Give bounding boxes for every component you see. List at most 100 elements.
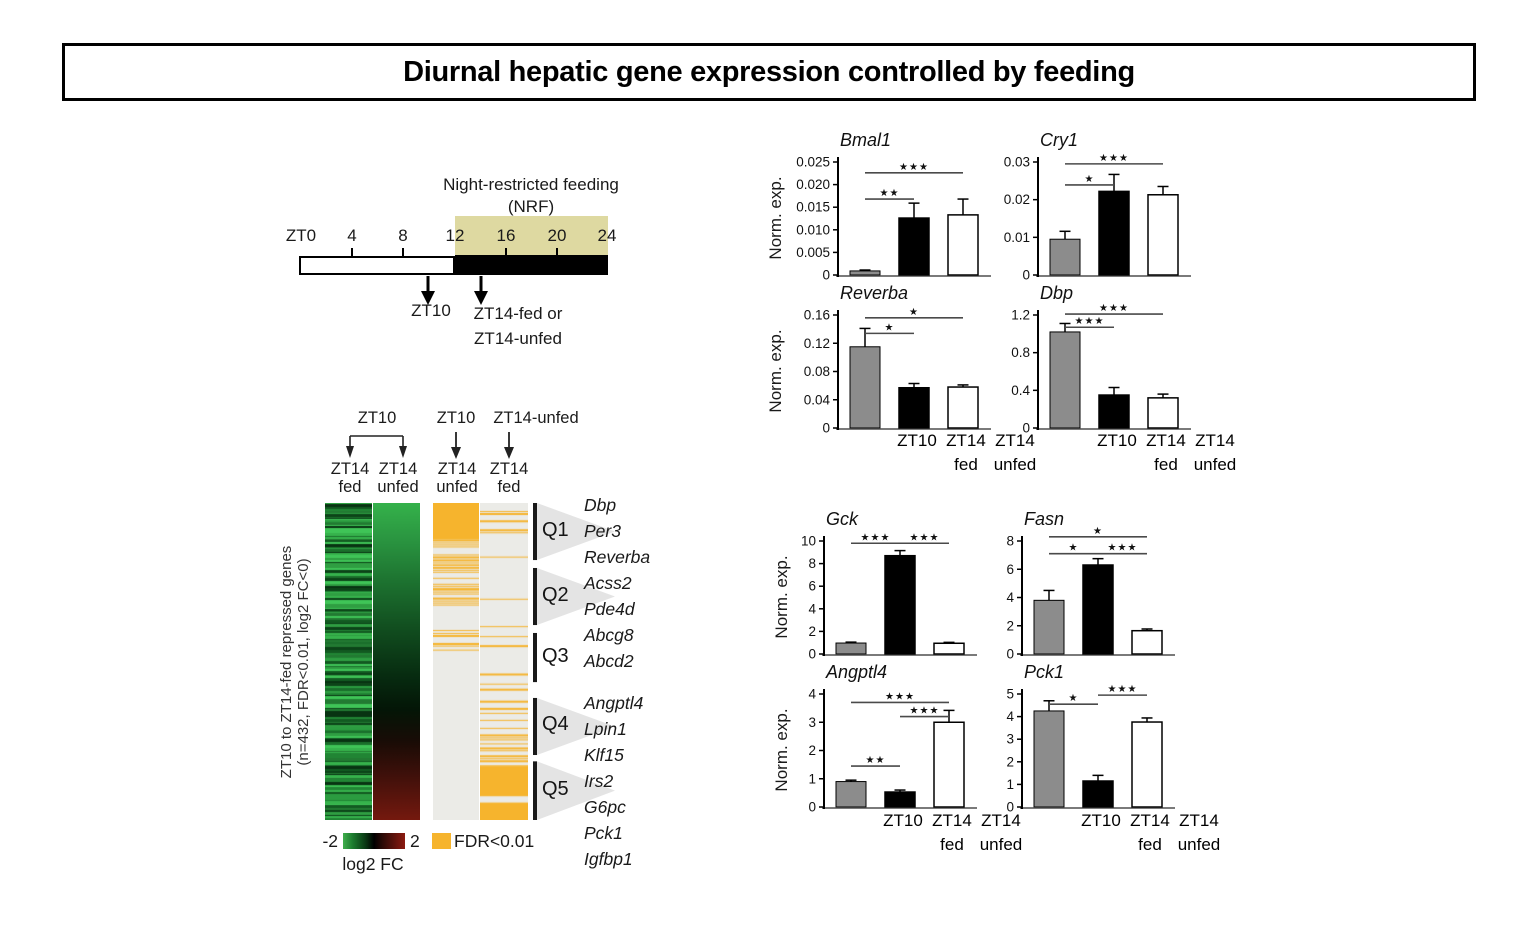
gene-label-Angptl4: Angptl4 xyxy=(584,693,644,713)
xcategory-label: ZT14 xyxy=(1195,431,1235,450)
heatmap-top-label-zt10-a: ZT10 xyxy=(357,409,397,427)
svg-text:2: 2 xyxy=(1006,754,1014,769)
svg-text:★: ★ xyxy=(1093,526,1103,537)
svg-text:★★: ★★ xyxy=(880,188,900,199)
nrf-label-line1: Night-restricted feeding xyxy=(443,175,619,194)
gene-label-Pde4d: Pde4d xyxy=(584,599,635,619)
svg-text:★★★: ★★★ xyxy=(1099,303,1129,314)
chart-title: Dbp xyxy=(1040,283,1074,303)
chart-fasn: Fasn 8 6 4 2 0 ★ ★★★ ★ xyxy=(970,509,1180,671)
zt10-arrow-icon xyxy=(421,276,435,305)
timeline-zt14-line2: ZT14-unfed xyxy=(474,329,562,348)
xcategory-label: ZT14 xyxy=(995,431,1035,450)
heatmap-top-label-zt10-b: ZT10 xyxy=(436,409,476,427)
heatmap-column-unfed-log2fc xyxy=(373,503,420,820)
gene-label-Pck1: Pck1 xyxy=(584,823,623,843)
svg-text:★★★: ★★★ xyxy=(1099,153,1129,164)
svg-text:0.04: 0.04 xyxy=(804,392,831,407)
chart-reverba-plot: 0.16 0.12 0.08 0.04 0 ★ ★ xyxy=(804,307,991,436)
svg-text:0.010: 0.010 xyxy=(796,222,830,237)
xcategory-label: ZT14 xyxy=(1179,811,1219,830)
heatmap-column-fed-log2fc xyxy=(325,503,372,820)
xcategory-label: ZT14 xyxy=(1130,811,1170,830)
down-arrow-icon xyxy=(451,432,461,459)
gene-label-Klf15: Klf15 xyxy=(584,745,624,765)
legend-log2fc-label: log2 FC xyxy=(342,854,404,874)
fdr-legend-swatch xyxy=(432,833,451,849)
chart-reverba: Reverba 0.16 0.12 0.08 0.04 0 ★ ★ xyxy=(786,283,996,445)
cluster-label-Q5: Q5 xyxy=(542,777,569,800)
xcategory-sublabel: fed xyxy=(954,455,978,474)
svg-text:4: 4 xyxy=(808,687,816,702)
svg-text:1: 1 xyxy=(808,771,816,786)
svg-text:8: 8 xyxy=(1006,534,1014,549)
svg-text:10: 10 xyxy=(801,534,816,549)
gene-label-Lpin1: Lpin1 xyxy=(584,719,627,739)
chart-title: Gck xyxy=(826,509,859,529)
cluster-label-Q3: Q3 xyxy=(542,644,569,667)
svg-text:★★★: ★★★ xyxy=(1108,543,1138,554)
xcategory-label: ZT10 xyxy=(897,431,937,450)
svg-text:4: 4 xyxy=(1006,709,1014,724)
timeline-tick-zt0: ZT0 xyxy=(285,226,317,245)
svg-text:★: ★ xyxy=(1069,693,1079,704)
svg-text:0.020: 0.020 xyxy=(796,177,830,192)
gene-label-Reverba: Reverba xyxy=(584,547,651,567)
svg-text:0.005: 0.005 xyxy=(796,245,830,260)
timeline-zt10-label: ZT10 xyxy=(411,301,451,320)
svg-text:★★★: ★★★ xyxy=(899,162,929,173)
yaxis-label-row1: Norm. exp. xyxy=(766,176,785,260)
svg-text:0: 0 xyxy=(1006,647,1014,662)
timeline-tick-24: 24 xyxy=(597,226,617,245)
svg-text:0: 0 xyxy=(822,421,830,436)
svg-text:0.12: 0.12 xyxy=(804,336,830,351)
svg-text:0.8: 0.8 xyxy=(1011,345,1030,360)
xcategory-label: ZT10 xyxy=(1081,811,1121,830)
svg-text:★★★: ★★★ xyxy=(1075,316,1105,327)
timeline-tickmark-16 xyxy=(505,248,507,256)
chart-cry1: Cry1 0.03 0.02 0.01 0 ★ ★★★ xyxy=(986,130,1196,292)
chart-gck: Gck 10 8 6 4 2 0 ★★★ ★★★ xyxy=(772,509,982,671)
svg-text:2: 2 xyxy=(1006,618,1014,633)
svg-text:8: 8 xyxy=(808,556,816,571)
gene-label-Acss2: Acss2 xyxy=(584,573,632,593)
timeline-tickmark-8 xyxy=(402,248,404,256)
legend-min: -2 xyxy=(322,831,338,851)
svg-text:0.16: 0.16 xyxy=(804,308,830,323)
xaxis-labels-row2-right: ZT10 ZT14 ZT14 fed unfed xyxy=(1038,431,1248,481)
heatmap-column-unfed-fdr xyxy=(433,503,479,820)
cluster-bars-wedges xyxy=(533,503,615,820)
chart-dbp: Dbp 1.2 0.8 0.4 0 ★★★ ★★★ xyxy=(986,283,1196,445)
gene-label-Abcg8: Abcg8 xyxy=(584,625,634,645)
heatmap-side-label-line2: (n=432, FDR<0.01, log2 FC<0) xyxy=(295,558,312,766)
gene-label-Dbp: Dbp xyxy=(584,495,617,515)
svg-text:★★★: ★★★ xyxy=(910,532,940,543)
svg-text:★★: ★★ xyxy=(866,755,886,766)
heatmap-side-label-line1: ZT10 to ZT14-fed repressed genes xyxy=(278,545,295,779)
svg-text:0: 0 xyxy=(1022,421,1030,436)
chart-cry1-plot: 0.030.020.010★★★★ xyxy=(1004,153,1191,283)
bracket-arrows-icon xyxy=(346,435,407,458)
svg-text:0: 0 xyxy=(1022,268,1030,283)
nrf-highlight-box xyxy=(455,216,608,256)
svg-text:2: 2 xyxy=(808,743,816,758)
nrf-label-line2: (NRF) xyxy=(507,197,555,216)
svg-text:5: 5 xyxy=(1006,687,1014,702)
chart-angptl4: Angptl4 4 3 2 1 0 ★★ ★★★ ★★★ xyxy=(772,662,982,824)
svg-text:0: 0 xyxy=(822,268,830,283)
down-arrow-icon xyxy=(504,432,514,459)
svg-text:0: 0 xyxy=(808,800,816,815)
xcategory-sublabel: unfed xyxy=(1193,455,1237,474)
chart-pck1: Pck1 5 4 3 2 1 0 ★ ★★★ xyxy=(970,662,1180,824)
svg-text:★: ★ xyxy=(885,322,895,333)
xcategory-label: ZT14 xyxy=(1146,431,1186,450)
chart-gck-plot: 10 8 6 4 2 0 ★★★ ★★★ xyxy=(801,532,977,662)
timeline-tick-20: 20 xyxy=(547,226,567,245)
xaxis-labels-row2-left: ZT10 ZT14 ZT14 fed unfed xyxy=(838,431,1048,481)
svg-text:0.4: 0.4 xyxy=(1011,383,1030,398)
svg-text:0.02: 0.02 xyxy=(1004,192,1030,207)
